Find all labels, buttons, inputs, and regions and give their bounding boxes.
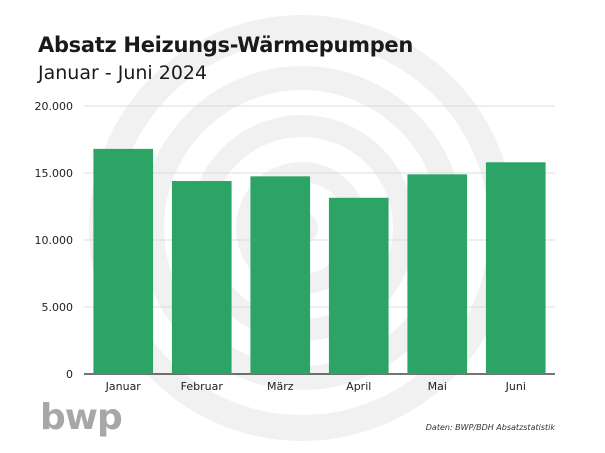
bwp-logo: bwp	[40, 397, 123, 438]
y-tick-label-3: 15.000	[35, 167, 74, 180]
x-tick-label-2: März	[267, 380, 294, 393]
x-tick-label-0: Januar	[105, 380, 142, 393]
bar-mai	[407, 174, 468, 374]
y-tick-label-4: 20.000	[35, 100, 74, 113]
x-tick-label-3: April	[346, 380, 371, 393]
y-tick-label-2: 10.000	[35, 234, 74, 247]
bar-januar	[93, 148, 154, 374]
bar-märz	[250, 176, 311, 374]
chart-subtitle: Januar - Juni 2024	[38, 62, 208, 84]
x-axis-ticks: Januar Februar März April Mai Juni	[105, 380, 526, 393]
gridlines	[84, 105, 555, 375]
y-tick-label-1: 5.000	[42, 301, 74, 314]
bars	[93, 148, 546, 374]
x-tick-label-5: Juni	[505, 380, 526, 393]
source-note: Daten: BWP/BDH Absatzstatistik	[425, 423, 555, 432]
y-tick-label-0: 0	[66, 368, 73, 381]
bar-februar	[171, 181, 232, 374]
chart-title: Absatz Heizungs-Wärmepumpen	[38, 33, 414, 57]
bar-juni	[485, 162, 546, 374]
bar-april	[328, 197, 389, 374]
x-tick-label-1: Februar	[181, 380, 224, 393]
y-axis-ticks: 0 5.000 10.000 15.000 20.000	[35, 100, 74, 381]
x-tick-label-4: Mai	[428, 380, 447, 393]
